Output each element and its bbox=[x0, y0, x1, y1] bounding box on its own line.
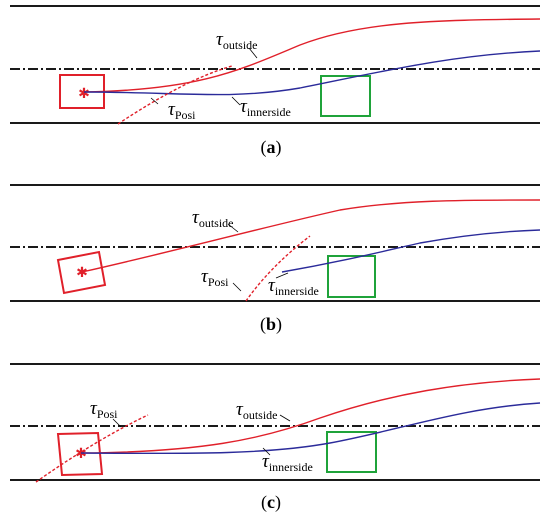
innerside-path bbox=[281, 229, 541, 273]
tau-innerside-label: τinnerside bbox=[262, 451, 313, 474]
tau-outside-label: τoutside bbox=[216, 29, 257, 52]
innerside-leader-line bbox=[275, 272, 289, 279]
outside-path bbox=[81, 199, 541, 273]
vehicle-box bbox=[56, 431, 104, 477]
tau-innerside-label: τinnerside bbox=[240, 96, 291, 119]
tau-posi-label: τPosi bbox=[201, 266, 229, 289]
innerside-leader-line bbox=[231, 96, 241, 106]
tau-outside-label: τoutside bbox=[236, 399, 277, 422]
panel-b-caption: (b) bbox=[260, 314, 282, 335]
vehicle-box bbox=[56, 250, 107, 295]
innerside-path bbox=[83, 50, 541, 96]
tau-posi-label: τPosi bbox=[90, 398, 118, 421]
panel-c: ✱ τoutside τPosi τinnerside (c) bbox=[10, 363, 541, 513]
posi-path bbox=[245, 235, 311, 302]
vehicle-center-marker: ✱ bbox=[78, 86, 90, 102]
vehicle-center-marker: ✱ bbox=[75, 446, 87, 462]
tau-posi-label: τPosi bbox=[168, 99, 196, 122]
panel-c-caption: (c) bbox=[261, 492, 281, 513]
outside-leader-line bbox=[279, 414, 291, 422]
panel-a: ✱ τoutside τPosi τinnerside (a) bbox=[10, 5, 541, 158]
tau-innerside-label: τinnerside bbox=[268, 275, 319, 298]
outside-path bbox=[80, 378, 541, 454]
posi-path bbox=[117, 65, 233, 125]
innerside-path bbox=[80, 402, 541, 455]
vehicle-center-marker: ✱ bbox=[76, 265, 88, 281]
innerside-leader-line bbox=[262, 447, 271, 456]
panel-a-caption: (a) bbox=[261, 137, 282, 158]
outside-leader-line bbox=[248, 47, 258, 59]
outside-path bbox=[83, 18, 541, 93]
posi-path bbox=[35, 414, 149, 483]
posi-leader-line bbox=[150, 97, 159, 105]
target-slot-box bbox=[326, 431, 377, 473]
target-slot-box bbox=[320, 75, 371, 117]
panel-b: ✱ τoutside τPosi τinnerside (b) bbox=[10, 184, 541, 335]
target-slot-box bbox=[327, 255, 376, 298]
posi-leader-line bbox=[112, 418, 122, 428]
tau-outside-label: τoutside bbox=[192, 207, 233, 230]
outside-leader-line bbox=[227, 223, 239, 233]
posi-leader-line bbox=[232, 282, 242, 292]
